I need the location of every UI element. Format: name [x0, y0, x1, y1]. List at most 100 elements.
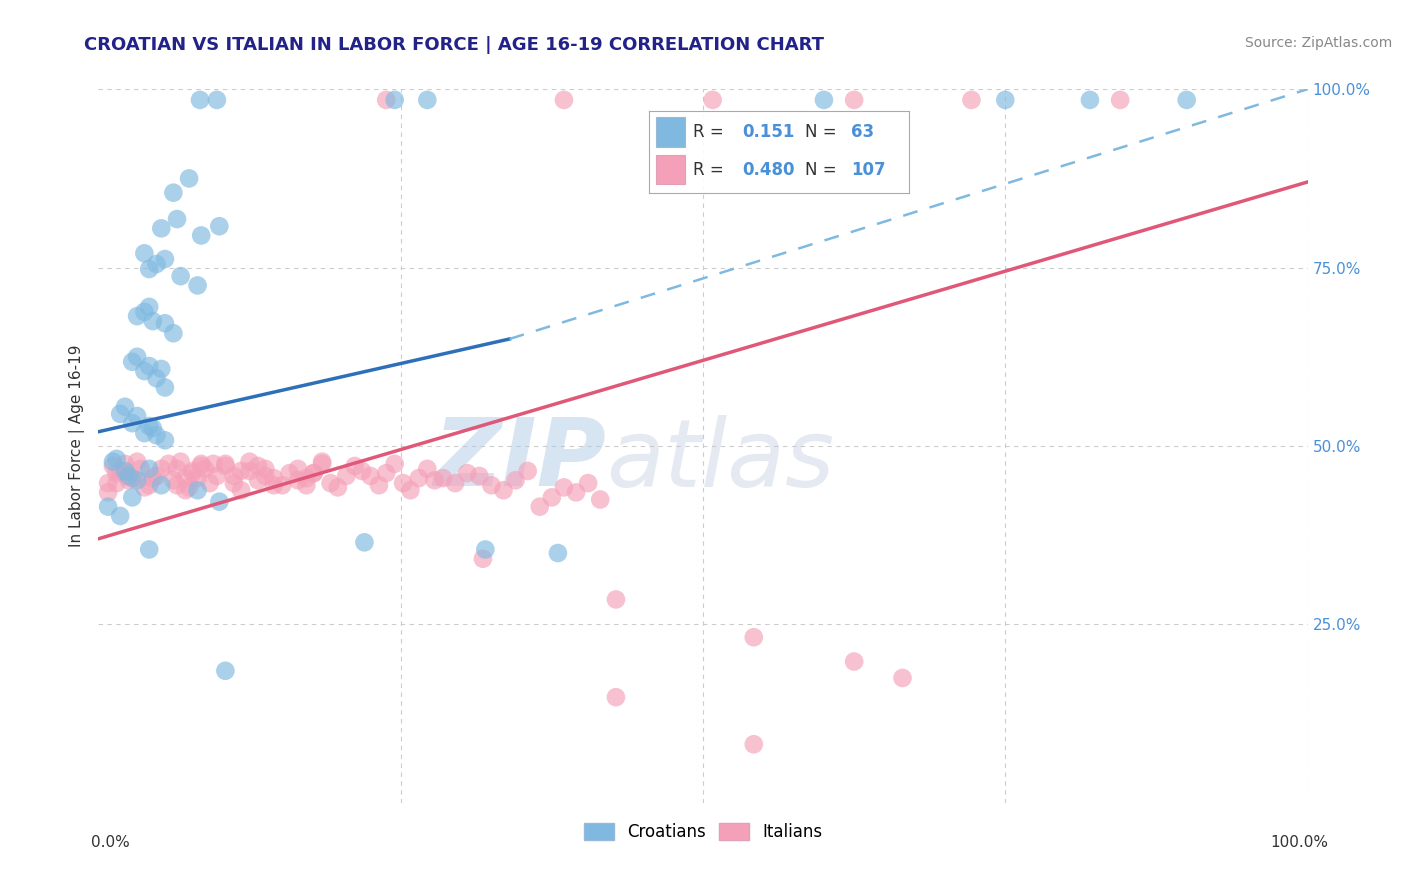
- Point: [118, 469, 141, 483]
- Point: [239, 455, 262, 469]
- Point: [179, 480, 201, 494]
- Point: [162, 473, 184, 487]
- Point: [605, 592, 627, 607]
- Point: [114, 457, 136, 471]
- Point: [138, 359, 160, 373]
- Point: [108, 508, 131, 523]
- Point: [145, 257, 167, 271]
- Point: [278, 466, 301, 480]
- Point: [190, 457, 212, 471]
- Point: [375, 93, 398, 107]
- Point: [960, 93, 983, 107]
- Point: [105, 466, 128, 480]
- Point: [134, 246, 156, 260]
- Point: [97, 485, 120, 500]
- Point: [97, 500, 120, 514]
- Point: [214, 458, 236, 473]
- Point: [423, 473, 446, 487]
- Point: [138, 419, 160, 434]
- Point: [97, 476, 120, 491]
- Point: [565, 485, 588, 500]
- Point: [589, 492, 612, 507]
- Point: [134, 364, 156, 378]
- Point: [127, 409, 149, 423]
- Point: [295, 471, 318, 485]
- Point: [194, 462, 217, 476]
- Text: atlas: atlas: [606, 415, 835, 506]
- Point: [408, 471, 430, 485]
- Point: [214, 664, 236, 678]
- Point: [326, 480, 349, 494]
- Point: [360, 469, 382, 483]
- Point: [247, 473, 270, 487]
- Point: [319, 476, 342, 491]
- Text: ZIP: ZIP: [433, 414, 606, 507]
- Point: [127, 455, 149, 469]
- Point: [150, 478, 173, 492]
- Point: [105, 476, 128, 491]
- Point: [105, 451, 128, 466]
- Point: [471, 551, 494, 566]
- Point: [492, 483, 515, 498]
- Point: [162, 326, 184, 341]
- Point: [169, 455, 191, 469]
- Point: [134, 305, 156, 319]
- Point: [169, 269, 191, 284]
- Point: [138, 462, 160, 476]
- Point: [1175, 93, 1198, 107]
- Point: [114, 464, 136, 478]
- Point: [813, 93, 835, 107]
- Point: [190, 458, 212, 473]
- Point: [145, 428, 167, 442]
- Point: [254, 462, 277, 476]
- Point: [505, 473, 527, 487]
- Point: [576, 476, 599, 491]
- Point: [208, 494, 231, 508]
- Point: [553, 480, 575, 494]
- Point: [229, 483, 252, 498]
- Point: [108, 464, 131, 478]
- Point: [187, 471, 209, 485]
- Point: [187, 483, 209, 498]
- Point: [205, 93, 228, 107]
- Point: [108, 407, 131, 421]
- Point: [254, 469, 277, 483]
- Point: [138, 478, 160, 492]
- Point: [553, 93, 575, 107]
- Point: [456, 466, 478, 480]
- Point: [384, 93, 406, 107]
- Point: [127, 309, 149, 323]
- Point: [190, 228, 212, 243]
- Point: [444, 476, 467, 491]
- Point: [166, 478, 188, 492]
- Point: [162, 186, 184, 200]
- Point: [335, 469, 357, 483]
- Point: [295, 478, 318, 492]
- Point: [153, 252, 176, 266]
- Point: [174, 471, 197, 485]
- Point: [540, 491, 562, 505]
- Point: [547, 546, 569, 560]
- Point: [174, 483, 197, 498]
- Point: [142, 314, 165, 328]
- Point: [142, 421, 165, 435]
- Point: [1078, 93, 1101, 107]
- Point: [416, 93, 439, 107]
- Point: [287, 473, 309, 487]
- Point: [121, 355, 143, 369]
- Point: [311, 457, 333, 471]
- Point: [222, 476, 245, 491]
- Point: [994, 93, 1017, 107]
- Point: [198, 476, 221, 491]
- Point: [150, 221, 173, 235]
- Point: [138, 542, 160, 557]
- Point: [416, 462, 439, 476]
- Point: [145, 469, 167, 483]
- Point: [157, 457, 180, 471]
- Point: [127, 473, 149, 487]
- Point: [145, 371, 167, 385]
- Point: [474, 542, 496, 557]
- Point: [150, 362, 173, 376]
- Point: [121, 491, 143, 505]
- Point: [742, 737, 765, 751]
